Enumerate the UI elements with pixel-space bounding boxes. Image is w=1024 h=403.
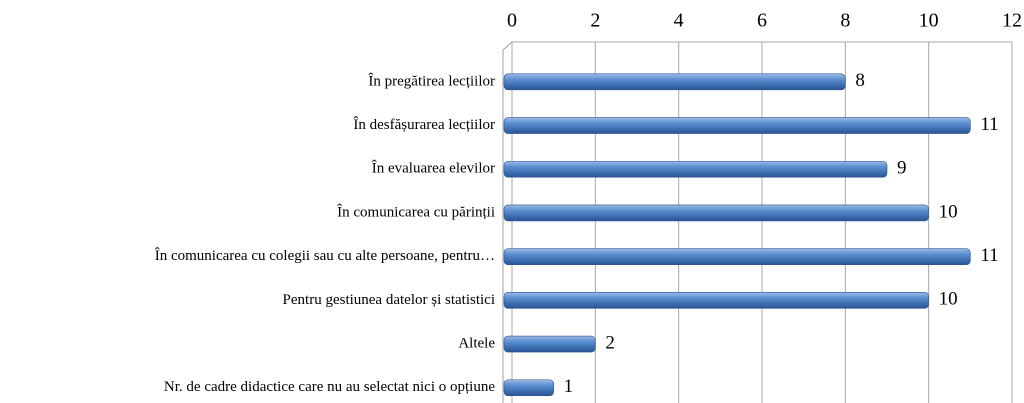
x-tick-label: 2: [590, 10, 600, 32]
value-label: 1: [564, 376, 574, 397]
y-tick-label: În comunicarea cu părinții: [337, 203, 495, 220]
y-tick-label: În comunicarea cu colegii sau cu alte pe…: [155, 247, 495, 264]
y-tick-label: Nr. de cadre didactice care nu au select…: [164, 379, 495, 395]
bar: [503, 204, 929, 222]
y-tick-label: În evaluarea elevilor: [372, 160, 495, 177]
wall-edge: [502, 41, 513, 51]
value-label: 2: [605, 332, 615, 353]
value-label: 8: [855, 70, 865, 91]
bar: [503, 117, 971, 134]
x-tick-label: 0: [507, 10, 517, 32]
value-label: 11: [980, 114, 998, 135]
x-tick-label: 12: [1002, 10, 1022, 32]
bar: [503, 292, 929, 309]
x-tick-label: 10: [919, 10, 939, 32]
value-label: 9: [897, 158, 907, 179]
y-tick-label: În pregătirea lecțiilor: [368, 72, 495, 89]
bar: [503, 248, 971, 265]
value-label: 10: [939, 201, 958, 222]
y-tick-label: Pentru gestiunea datelor și statistici: [283, 292, 495, 308]
bar: [503, 160, 888, 178]
x-tick-label: 4: [674, 10, 684, 32]
y-tick-label: Altele: [458, 335, 495, 351]
bar: [503, 73, 846, 91]
value-label: 10: [939, 289, 958, 310]
x-tick-label: 6: [757, 10, 767, 32]
y-tick-label: În desfășurarea lecțiilor: [353, 116, 495, 133]
bar: [503, 335, 596, 353]
value-label: 11: [980, 245, 998, 266]
x-tick-label: 8: [840, 10, 850, 32]
bar: [503, 379, 554, 397]
